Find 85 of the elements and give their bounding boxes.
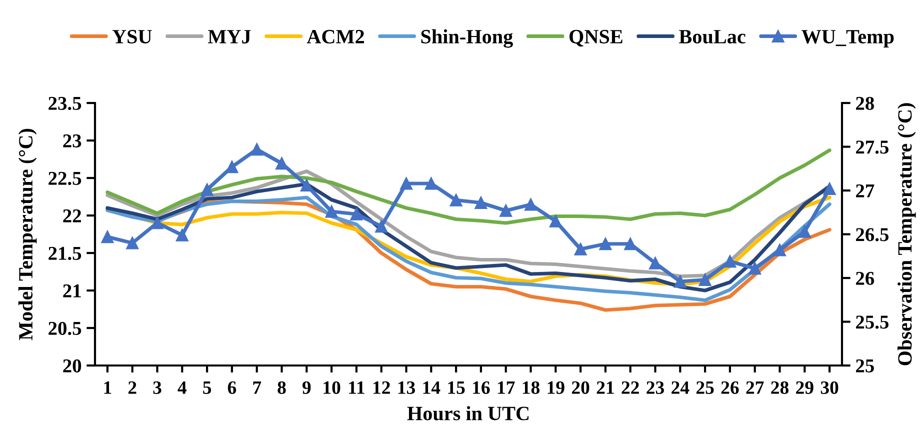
y2-tick-label: 25: [856, 359, 874, 372]
point: [350, 208, 363, 220]
x-tick-label: 4: [178, 381, 186, 394]
point: [624, 238, 637, 250]
x-tick-label: 20: [572, 381, 590, 394]
point: [450, 194, 462, 206]
legend-label: BouLac: [679, 30, 746, 44]
y-tick-label: 21.5: [48, 246, 82, 260]
y-tick-label: 23.5: [48, 96, 82, 110]
x-tick-label: 9: [302, 381, 311, 394]
x-tick-label: 5: [203, 382, 212, 394]
x-tick-label: 18: [522, 381, 540, 394]
point: [549, 214, 562, 228]
x-tick-label: 22: [622, 381, 639, 394]
x-axis-title: Hours in UTC: [407, 406, 529, 420]
point: [126, 236, 139, 250]
legend-label: YSU: [112, 30, 152, 44]
x-tick-label: 1: [104, 381, 112, 394]
x-tick-label: 23: [646, 381, 664, 394]
x-tick-label: 2: [128, 381, 136, 394]
point: [724, 255, 736, 268]
point: [798, 225, 811, 238]
point: [698, 274, 712, 286]
point: [200, 183, 214, 196]
point: [524, 198, 537, 211]
x-tick-label: 6: [228, 381, 236, 394]
point: [599, 238, 612, 250]
x-tick-label: 17: [498, 381, 515, 394]
x-tick-label: 19: [548, 381, 564, 394]
point: [674, 275, 686, 288]
point: [325, 205, 338, 218]
point: [151, 216, 164, 230]
point: [500, 204, 512, 217]
point: [250, 143, 264, 156]
point: [424, 177, 438, 190]
point: [300, 179, 313, 192]
x-tick-label: 29: [796, 381, 814, 394]
legend-label: ACM2: [306, 30, 364, 44]
x-tick-label: 7: [253, 382, 262, 394]
point: [276, 157, 288, 170]
point: [226, 160, 238, 174]
y-tick-label: 21: [63, 284, 81, 298]
x-tick-label: 14: [423, 381, 440, 394]
x-tick-label: 3: [153, 381, 162, 394]
legend-label: Shin-Hong: [421, 29, 513, 48]
point: [101, 230, 114, 244]
y2-tick-label: 26: [856, 272, 874, 285]
y2-tick-label: 27.5: [856, 140, 889, 154]
x-tick-label: 27: [746, 381, 764, 394]
x-tick-label: 26: [721, 381, 739, 394]
point: [375, 220, 388, 233]
y2-tick-label: 27: [856, 184, 874, 198]
point: [176, 228, 188, 242]
x-tick-label: 13: [398, 381, 415, 394]
point: [400, 177, 412, 190]
point: [574, 242, 587, 256]
x-tick-label: 16: [473, 381, 490, 394]
x-tick-label: 21: [596, 381, 614, 394]
x-tick-label: 8: [278, 381, 286, 394]
x-tick-label: 12: [373, 381, 390, 394]
legend-label: MYJ: [208, 30, 251, 44]
y2-axis-title: Observation Temperature (°C): [898, 103, 916, 366]
x-tick-label: 11: [349, 381, 364, 394]
x-tick-label: 25: [696, 381, 714, 394]
y2-tick-label: 26.5: [856, 228, 889, 242]
y2-tick-label: 28: [856, 96, 874, 110]
x-tick-label: 10: [324, 381, 340, 394]
point: [649, 256, 662, 270]
y2-tick-label: 25.5: [856, 316, 889, 329]
legend-label: QNSE: [570, 30, 622, 47]
legend-label: WU_Temp: [802, 30, 894, 48]
y-tick-label: 22.5: [48, 172, 82, 186]
point: [474, 196, 488, 209]
y-tick-label: 20: [63, 359, 82, 372]
y-tick-label: 23: [63, 134, 82, 148]
point: [823, 182, 836, 195]
y-axis-title: Model Temperature (°C): [18, 128, 37, 340]
y-tick-label: 20.5: [48, 322, 82, 336]
x-tick-label: 15: [448, 381, 465, 394]
x-tick-label: 30: [820, 381, 838, 394]
x-tick-label: 24: [672, 381, 690, 394]
y-tick-label: 22: [63, 209, 81, 222]
point: [774, 244, 786, 256]
point: [748, 262, 762, 275]
x-tick-label: 28: [771, 381, 789, 394]
